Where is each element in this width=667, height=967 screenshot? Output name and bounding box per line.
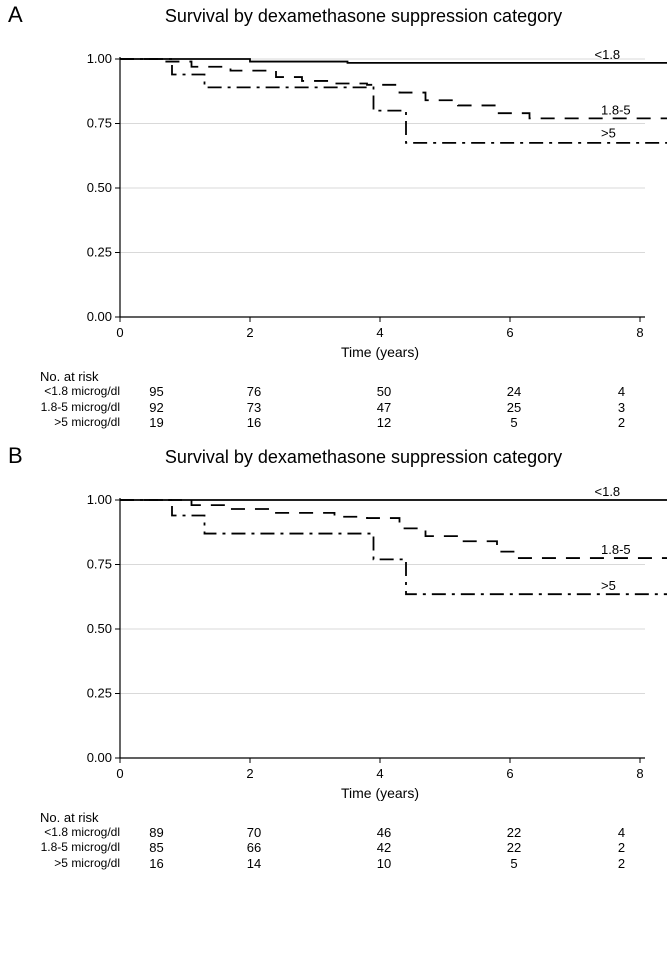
svg-text:0: 0	[116, 766, 123, 781]
svg-text:2: 2	[246, 766, 253, 781]
svg-text:4: 4	[376, 766, 383, 781]
risk-cell: 5	[449, 415, 579, 431]
risk-cell: 4	[579, 384, 664, 400]
svg-text:0.25: 0.25	[87, 685, 112, 700]
risk-cell: 70	[189, 825, 319, 841]
svg-text:0.50: 0.50	[87, 180, 112, 195]
risk-cell: 4	[579, 825, 664, 841]
svg-text:0: 0	[116, 325, 123, 340]
risk-header: No. at risk	[0, 369, 667, 384]
risk-row: 1.8-5 microg/dl856642222	[0, 840, 667, 856]
risk-cell: 3	[579, 400, 664, 416]
risk-cell: 10	[319, 856, 449, 872]
risk-row-label: >5 microg/dl	[0, 856, 124, 872]
svg-text:0.00: 0.00	[87, 750, 112, 765]
risk-row-label: 1.8-5 microg/dl	[0, 840, 124, 856]
risk-cell: 46	[319, 825, 449, 841]
risk-table: <1.8 microg/dl9576502441.8-5 microg/dl92…	[0, 384, 667, 431]
svg-text:4: 4	[376, 325, 383, 340]
svg-text:0.75: 0.75	[87, 556, 112, 571]
chart-title: Survival by dexamethasone suppression ca…	[0, 0, 667, 27]
risk-cell: 47	[319, 400, 449, 416]
risk-row-label: <1.8 microg/dl	[0, 384, 124, 400]
risk-row: >5 microg/dl19161252	[0, 415, 667, 431]
svg-text:0.00: 0.00	[87, 309, 112, 324]
risk-cell: 24	[449, 384, 579, 400]
panel-label: B	[8, 443, 23, 469]
svg-text:0.75: 0.75	[87, 116, 112, 131]
panel-A: ASurvival by dexamethasone suppression c…	[0, 0, 667, 441]
risk-cell: 14	[189, 856, 319, 872]
x-axis-label: Time (years)	[341, 344, 419, 360]
svg-text:8: 8	[636, 325, 643, 340]
series-label: 1.8-5	[601, 102, 631, 117]
risk-cell: 19	[124, 415, 189, 431]
survival-chart: 0.00 0.25 0.50 0.75 1.00 0 2 4 6 8 Time (years) <1.…	[0, 468, 667, 808]
risk-row: 1.8-5 microg/dl927347253	[0, 400, 667, 416]
svg-text:2: 2	[246, 325, 253, 340]
risk-cell: 73	[189, 400, 319, 416]
svg-text:8: 8	[636, 766, 643, 781]
risk-table: <1.8 microg/dl8970462241.8-5 microg/dl85…	[0, 825, 667, 872]
risk-cell: 22	[449, 840, 579, 856]
series-label: 1.8-5	[601, 542, 631, 557]
risk-cell: 92	[124, 400, 189, 416]
svg-text:1.00: 1.00	[87, 51, 112, 66]
series-line	[120, 59, 667, 63]
series-line	[120, 59, 667, 143]
risk-cell: 42	[319, 840, 449, 856]
svg-text:6: 6	[506, 766, 513, 781]
panel-label: A	[8, 2, 23, 28]
risk-row-label: >5 microg/dl	[0, 415, 124, 431]
svg-text:0.25: 0.25	[87, 245, 112, 260]
panel-B: BSurvival by dexamethasone suppression c…	[0, 441, 667, 882]
risk-row: <1.8 microg/dl897046224	[0, 825, 667, 841]
risk-cell: 25	[449, 400, 579, 416]
series-label: <1.8	[595, 47, 621, 62]
risk-cell: 2	[579, 840, 664, 856]
survival-chart: 0.00 0.25 0.50 0.75 1.00 0 2 4 6 8 Time (years) <1.…	[0, 27, 667, 367]
risk-cell: 50	[319, 384, 449, 400]
risk-cell: 16	[189, 415, 319, 431]
series-line	[120, 500, 667, 594]
svg-text:1.00: 1.00	[87, 492, 112, 507]
series-label: <1.8	[595, 484, 621, 499]
risk-cell: 66	[189, 840, 319, 856]
svg-text:6: 6	[506, 325, 513, 340]
risk-cell: 76	[189, 384, 319, 400]
risk-cell: 95	[124, 384, 189, 400]
svg-text:0.50: 0.50	[87, 621, 112, 636]
chart-title: Survival by dexamethasone suppression ca…	[0, 441, 667, 468]
series-line	[120, 500, 667, 558]
risk-cell: 22	[449, 825, 579, 841]
series-line	[120, 59, 667, 118]
risk-row: <1.8 microg/dl957650244	[0, 384, 667, 400]
risk-row: >5 microg/dl16141052	[0, 856, 667, 872]
series-label: >5	[601, 126, 616, 141]
risk-cell: 2	[579, 856, 664, 872]
risk-cell: 85	[124, 840, 189, 856]
x-axis-label: Time (years)	[341, 785, 419, 801]
risk-row-label: <1.8 microg/dl	[0, 825, 124, 841]
risk-header: No. at risk	[0, 810, 667, 825]
risk-cell: 89	[124, 825, 189, 841]
risk-cell: 5	[449, 856, 579, 872]
risk-cell: 2	[579, 415, 664, 431]
series-label: >5	[601, 578, 616, 593]
risk-cell: 12	[319, 415, 449, 431]
risk-cell: 16	[124, 856, 189, 872]
risk-row-label: 1.8-5 microg/dl	[0, 400, 124, 416]
